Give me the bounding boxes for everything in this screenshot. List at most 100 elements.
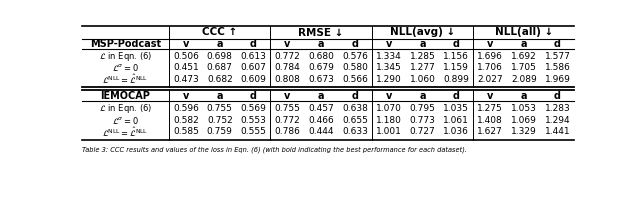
Text: 2.089: 2.089 [511, 75, 537, 84]
Text: RMSE ↓: RMSE ↓ [298, 27, 344, 37]
Text: 0.444: 0.444 [308, 127, 334, 136]
Text: 1.060: 1.060 [410, 75, 435, 84]
Text: 0.784: 0.784 [275, 63, 300, 72]
Text: 1.035: 1.035 [444, 104, 469, 113]
Text: 0.679: 0.679 [308, 63, 334, 72]
Text: $\mathcal{L}^{\mathrm{NLL}}=\hat{\mathcal{L}}^{\mathrm{NLL}}$: $\mathcal{L}^{\mathrm{NLL}}=\hat{\mathca… [102, 125, 148, 139]
Text: a: a [520, 91, 527, 101]
Text: d: d [452, 39, 460, 49]
Text: d: d [250, 91, 257, 101]
Text: $\mathcal{L}^{\mathrm{NLL}}=\hat{\mathcal{L}}^{\mathrm{NLL}}$: $\mathcal{L}^{\mathrm{NLL}}=\hat{\mathca… [102, 73, 148, 86]
Text: 0.755: 0.755 [207, 104, 233, 113]
Text: 1.696: 1.696 [477, 52, 503, 61]
Text: 1.627: 1.627 [477, 127, 503, 136]
Text: 0.451: 0.451 [173, 63, 199, 72]
Text: v: v [183, 91, 189, 101]
Text: 1.061: 1.061 [444, 116, 469, 125]
Text: 0.772: 0.772 [275, 116, 300, 125]
Text: 0.585: 0.585 [173, 127, 199, 136]
Text: a: a [419, 39, 426, 49]
Text: d: d [452, 91, 460, 101]
Text: 1.285: 1.285 [410, 52, 435, 61]
Text: v: v [284, 91, 291, 101]
Text: 1.159: 1.159 [444, 63, 469, 72]
Text: 1.577: 1.577 [545, 52, 570, 61]
Text: 0.680: 0.680 [308, 52, 334, 61]
Text: a: a [216, 91, 223, 101]
Text: 1.290: 1.290 [376, 75, 401, 84]
Text: 0.795: 0.795 [410, 104, 435, 113]
Text: 0.576: 0.576 [342, 52, 368, 61]
Text: 0.609: 0.609 [241, 75, 266, 84]
Text: Table 3: CCC results and values of the loss in Eqn. (6) (with bold indicating th: Table 3: CCC results and values of the l… [81, 146, 467, 153]
Text: 0.655: 0.655 [342, 116, 368, 125]
Text: $\mathcal{L}^{\sigma}=0$: $\mathcal{L}^{\sigma}=0$ [112, 115, 139, 126]
Text: a: a [318, 39, 324, 49]
Text: NLL(all) ↓: NLL(all) ↓ [495, 27, 553, 37]
Text: d: d [554, 91, 561, 101]
Text: d: d [351, 91, 358, 101]
Text: a: a [520, 39, 527, 49]
Text: 1.705: 1.705 [511, 63, 537, 72]
Text: v: v [487, 91, 493, 101]
Text: $\mathcal{L}$ in Eqn. (6): $\mathcal{L}$ in Eqn. (6) [99, 50, 152, 63]
Text: 0.899: 0.899 [444, 75, 469, 84]
Text: 0.466: 0.466 [308, 116, 334, 125]
Text: v: v [487, 39, 493, 49]
Text: 0.580: 0.580 [342, 63, 368, 72]
Text: 0.682: 0.682 [207, 75, 233, 84]
Text: 0.772: 0.772 [275, 52, 300, 61]
Text: 0.566: 0.566 [342, 75, 368, 84]
Text: 0.687: 0.687 [207, 63, 233, 72]
Text: 0.673: 0.673 [308, 75, 334, 84]
Text: 1.180: 1.180 [376, 116, 402, 125]
Text: CCC ↑: CCC ↑ [202, 27, 237, 37]
Text: 0.569: 0.569 [241, 104, 266, 113]
Text: 1.408: 1.408 [477, 116, 503, 125]
Text: 1.586: 1.586 [545, 63, 570, 72]
Text: 0.613: 0.613 [241, 52, 266, 61]
Text: $\mathcal{L}^{\sigma}=0$: $\mathcal{L}^{\sigma}=0$ [112, 62, 139, 73]
Text: 0.596: 0.596 [173, 104, 199, 113]
Text: 0.607: 0.607 [241, 63, 266, 72]
Text: 0.555: 0.555 [241, 127, 266, 136]
Text: $\mathcal{L}$ in Eqn. (6): $\mathcal{L}$ in Eqn. (6) [99, 102, 152, 115]
Text: 1.277: 1.277 [410, 63, 435, 72]
Text: MSP-Podcast: MSP-Podcast [90, 39, 161, 49]
Text: v: v [284, 39, 291, 49]
Text: 0.727: 0.727 [410, 127, 435, 136]
Text: 1.069: 1.069 [511, 116, 537, 125]
Text: 0.473: 0.473 [173, 75, 199, 84]
Text: 0.506: 0.506 [173, 52, 199, 61]
Text: NLL(avg) ↓: NLL(avg) ↓ [390, 27, 455, 37]
Text: 2.027: 2.027 [477, 75, 503, 84]
Text: 1.053: 1.053 [511, 104, 537, 113]
Text: a: a [216, 39, 223, 49]
Text: 1.345: 1.345 [376, 63, 401, 72]
Text: 1.036: 1.036 [444, 127, 469, 136]
Text: d: d [554, 39, 561, 49]
Text: 1.334: 1.334 [376, 52, 401, 61]
Text: v: v [385, 91, 392, 101]
Text: 0.786: 0.786 [275, 127, 300, 136]
Text: 1.969: 1.969 [545, 75, 570, 84]
Text: 0.457: 0.457 [308, 104, 334, 113]
Text: 0.638: 0.638 [342, 104, 368, 113]
Text: d: d [351, 39, 358, 49]
Text: 1.070: 1.070 [376, 104, 402, 113]
Text: 1.692: 1.692 [511, 52, 537, 61]
Text: v: v [385, 39, 392, 49]
Text: 0.752: 0.752 [207, 116, 233, 125]
Text: 1.706: 1.706 [477, 63, 503, 72]
Text: 1.156: 1.156 [444, 52, 469, 61]
Text: 1.294: 1.294 [545, 116, 570, 125]
Text: 0.755: 0.755 [275, 104, 300, 113]
Text: a: a [318, 91, 324, 101]
Text: 0.553: 0.553 [241, 116, 266, 125]
Text: 1.001: 1.001 [376, 127, 402, 136]
Text: 0.633: 0.633 [342, 127, 368, 136]
Text: 1.441: 1.441 [545, 127, 570, 136]
Text: 1.275: 1.275 [477, 104, 503, 113]
Text: 0.808: 0.808 [275, 75, 300, 84]
Text: d: d [250, 39, 257, 49]
